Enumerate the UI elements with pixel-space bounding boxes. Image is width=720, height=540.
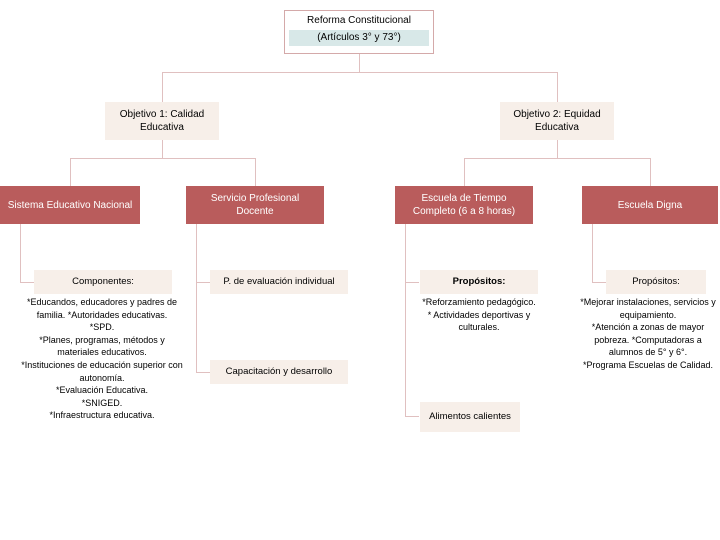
propositos-4-title: Propósitos:	[606, 270, 706, 294]
propositos-3-body: *Reforzamiento pedagógico. * Actividades…	[408, 296, 550, 334]
root-box: Reforma Constitucional (Artículos 3° y 7…	[284, 10, 434, 54]
sistema-educativo: Sistema Educativo Nacional	[0, 186, 140, 224]
connector	[464, 158, 650, 159]
connector	[650, 158, 651, 186]
propositos-3-title: Propósitos:	[420, 270, 538, 294]
componentes-body: *Educandos, educadores y padres de famil…	[18, 296, 186, 422]
root-title: Reforma Constitucional	[285, 14, 433, 28]
connector	[359, 54, 360, 72]
connector	[464, 158, 465, 186]
evaluacion-individual: P. de evaluación individual	[210, 270, 348, 294]
capacitacion-desarrollo: Capacitación y desarrollo	[210, 360, 348, 384]
connector	[196, 282, 210, 283]
connector	[70, 158, 255, 159]
servicio-profesional: Servicio Profesional Docente	[186, 186, 324, 224]
connector	[405, 224, 406, 416]
root-subtitle: (Artículos 3° y 73°)	[289, 30, 429, 46]
connector	[162, 72, 557, 73]
connector	[592, 282, 606, 283]
connector	[592, 224, 593, 282]
connector	[557, 72, 558, 102]
connector	[70, 158, 71, 186]
connector	[405, 416, 419, 417]
connector	[162, 72, 163, 102]
escuela-digna: Escuela Digna	[582, 186, 718, 224]
propositos-4-body: *Mejorar instalaciones, servicios y equi…	[576, 296, 720, 372]
escuela-tiempo-completo: Escuela de Tiempo Completo (6 a 8 horas)	[395, 186, 533, 224]
connector	[162, 140, 163, 158]
componentes-title: Componentes:	[34, 270, 172, 294]
connector	[196, 372, 210, 373]
objective-1: Objetivo 1: Calidad Educativa	[105, 102, 219, 140]
connector	[20, 224, 21, 282]
connector	[405, 282, 419, 283]
connector	[255, 158, 256, 186]
connector	[196, 224, 197, 372]
objective-2: Objetivo 2: Equidad Educativa	[500, 102, 614, 140]
connector	[20, 282, 34, 283]
connector	[557, 140, 558, 158]
alimentos-calientes: Alimentos calientes	[420, 402, 520, 432]
